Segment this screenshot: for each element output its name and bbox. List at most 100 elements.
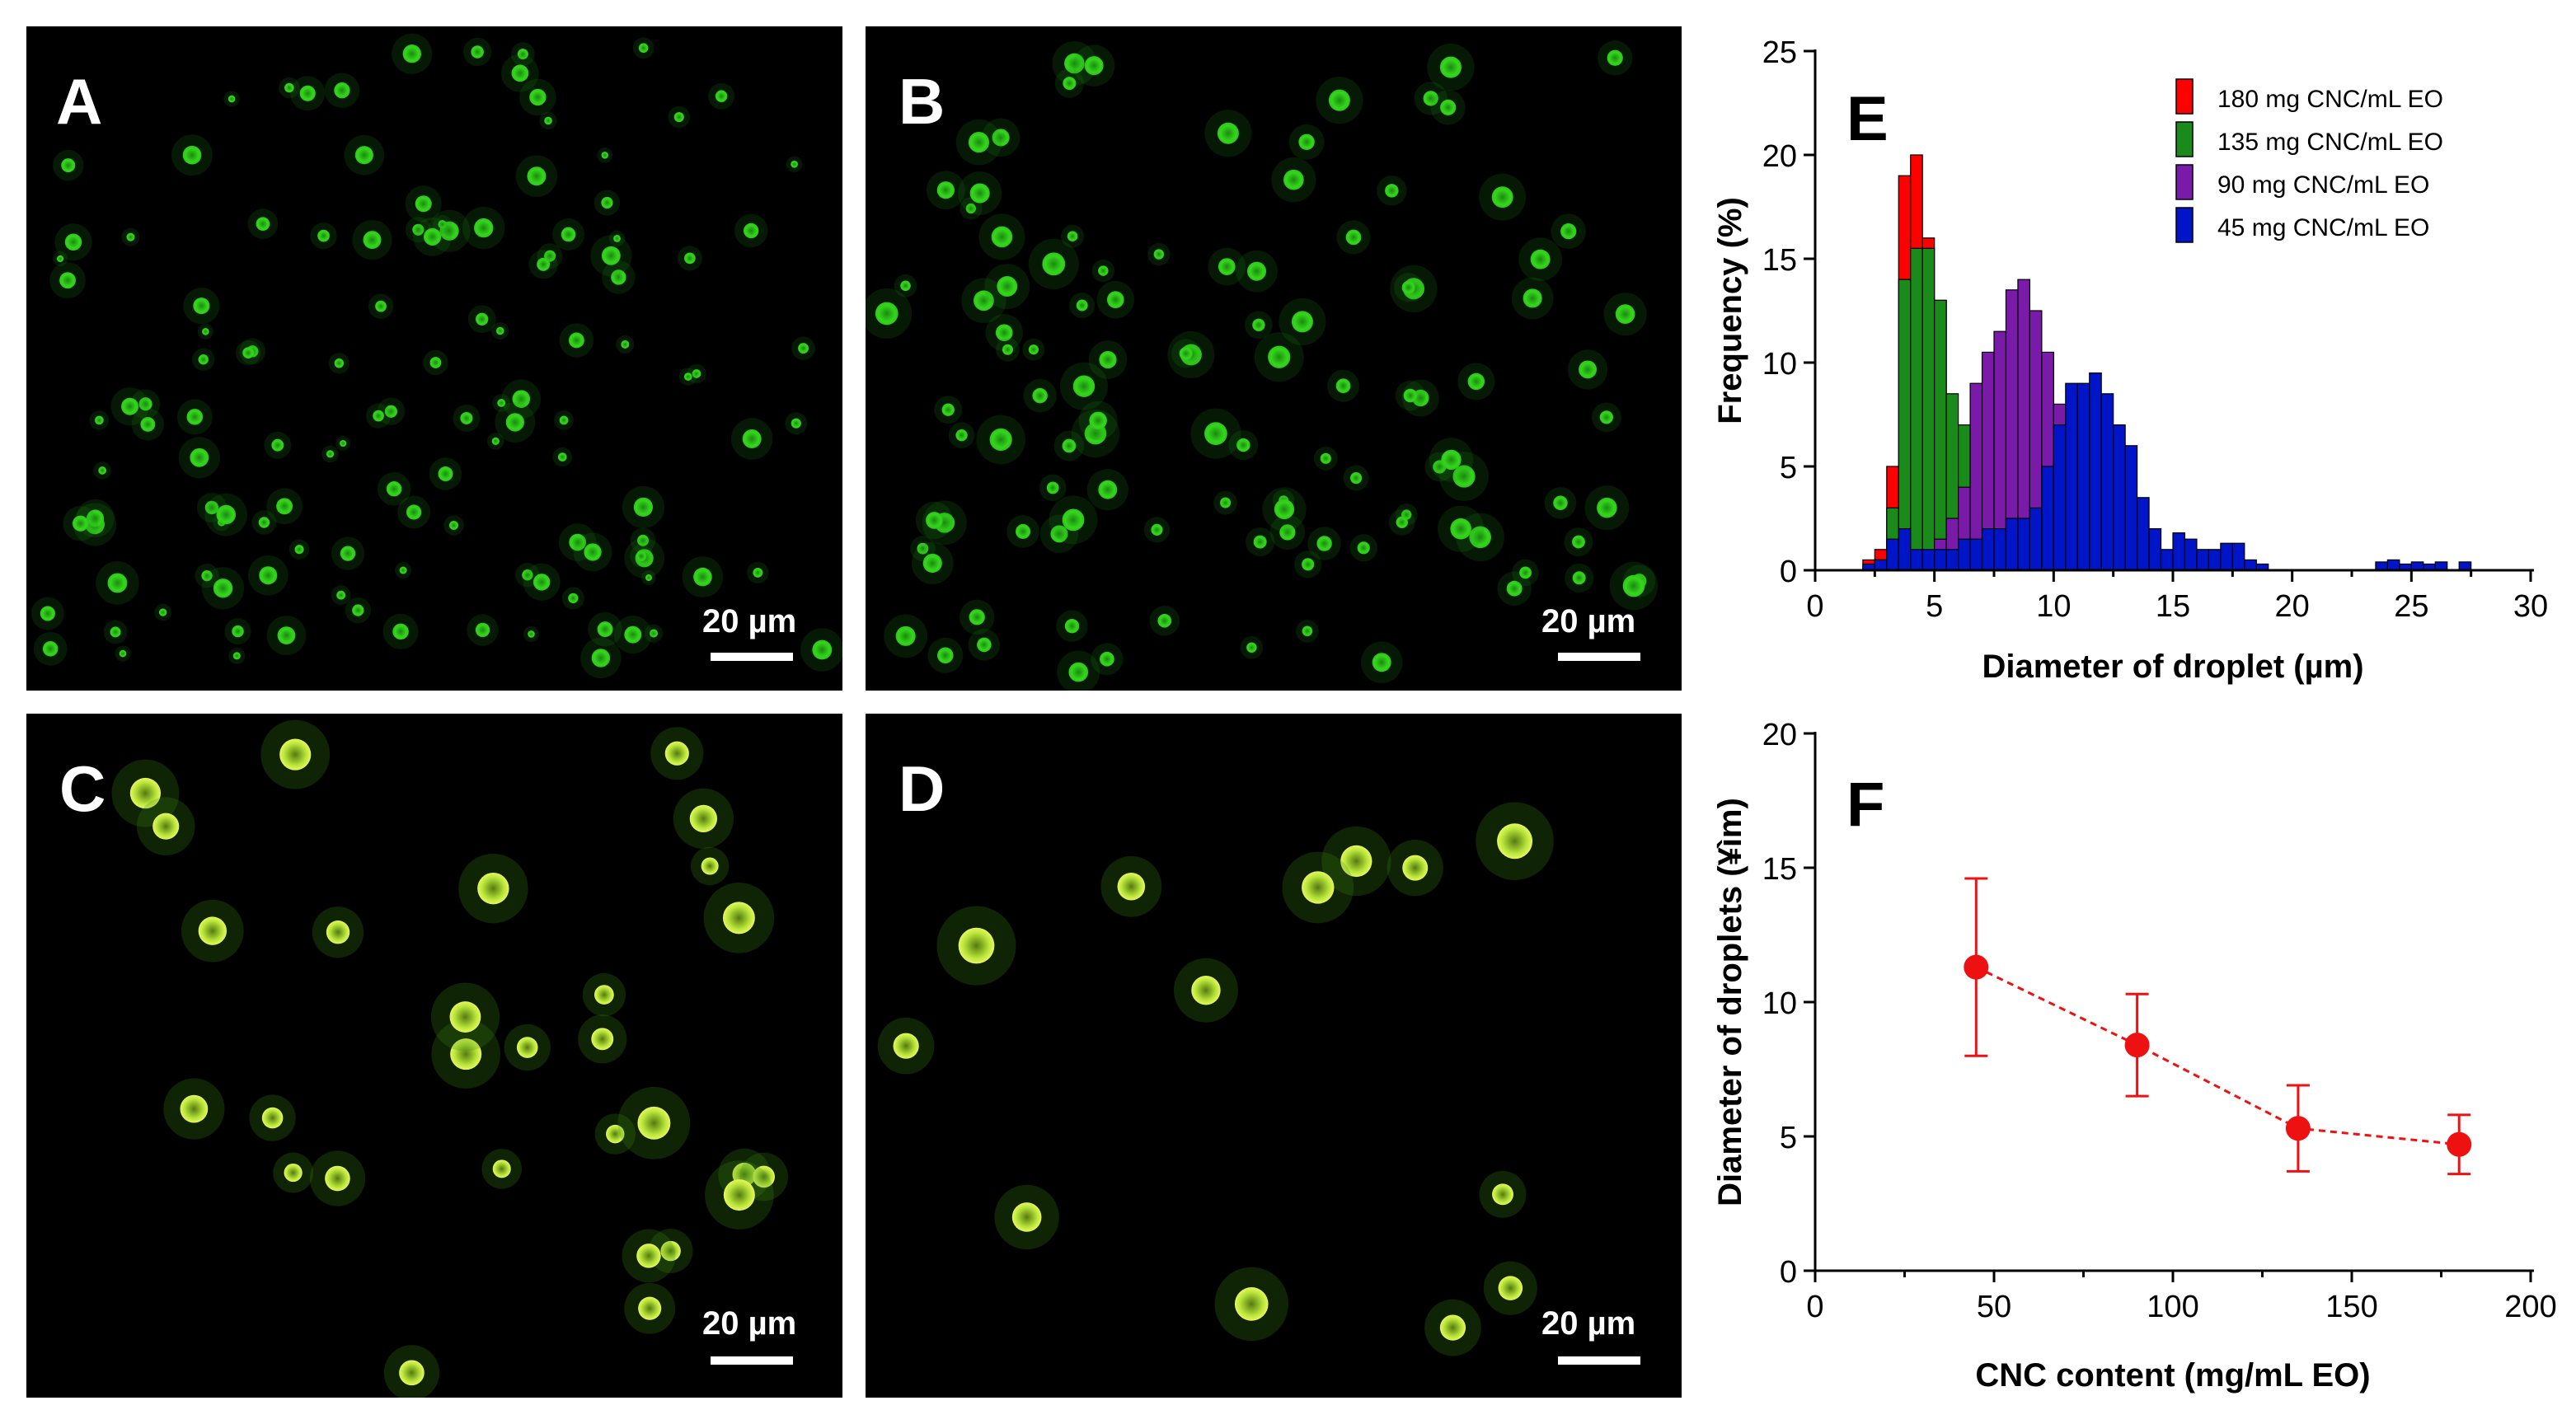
droplet: [995, 324, 1013, 342]
droplet: [753, 1165, 776, 1188]
droplet: [276, 498, 293, 515]
droplet: [591, 1028, 614, 1051]
droplet: [958, 927, 995, 964]
droplet: [744, 222, 759, 239]
y-tick-label: 15: [1762, 243, 1797, 278]
droplet: [406, 504, 422, 520]
droplet: [673, 112, 684, 123]
droplet: [601, 196, 613, 209]
y-tick-label: 5: [1780, 451, 1797, 485]
droplet: [1067, 231, 1078, 242]
droplet: [140, 416, 156, 432]
droplet: [1506, 580, 1523, 597]
droplet: [875, 302, 899, 326]
droplet: [1560, 223, 1577, 240]
histogram-bar: [1921, 247, 1936, 571]
droplet: [284, 1163, 303, 1183]
droplet: [242, 347, 255, 359]
droplet: [1450, 518, 1471, 540]
droplet: [1291, 311, 1313, 333]
droplet: [475, 312, 489, 326]
scale-bar-label-a: 20 µm: [702, 603, 797, 639]
droplet-field-b: [866, 40, 1659, 691]
histogram-bar: [1958, 538, 1971, 571]
droplet: [638, 43, 649, 54]
droplet: [384, 405, 398, 418]
droplet: [1401, 280, 1415, 294]
legend-swatch: [2175, 78, 2194, 115]
droplet: [204, 500, 219, 515]
histogram-bar: [2386, 559, 2400, 571]
droplet: [753, 567, 763, 578]
droplet: [1553, 495, 1568, 511]
x-tick-label: 200: [2504, 1290, 2556, 1324]
droplet: [259, 566, 278, 585]
droplet: [1403, 388, 1418, 403]
droplet: [621, 340, 630, 349]
droplet: [1372, 653, 1391, 672]
droplet: [193, 297, 210, 315]
histogram-bar: [2053, 424, 2067, 571]
droplet: [1247, 261, 1267, 281]
droplet: [256, 217, 270, 232]
droplet: [594, 985, 614, 1005]
droplet: [258, 517, 270, 528]
droplet: [334, 358, 345, 368]
droplet: [636, 550, 647, 562]
droplet: [997, 276, 1018, 297]
droplet: [182, 145, 202, 165]
droplet: [723, 1179, 755, 1211]
droplet: [893, 1033, 919, 1059]
droplet: [72, 515, 89, 532]
droplet: [336, 590, 346, 600]
histogram-bar: [2410, 561, 2424, 571]
histogram-bar: [1934, 299, 1947, 571]
droplet: [110, 626, 121, 638]
x-tick-label: 0: [1806, 589, 1823, 624]
droplet: [584, 543, 602, 561]
droplet: [326, 450, 335, 458]
droplet: [1350, 471, 1363, 485]
histogram-bar: [2124, 445, 2138, 571]
x-axis-label: Diameter of droplet (µm): [1982, 649, 2363, 685]
droplet: [1491, 186, 1513, 208]
droplet: [969, 183, 990, 204]
histogram-bar: [2196, 549, 2210, 571]
droplet: [213, 578, 233, 598]
y-tick-label: 20: [1762, 718, 1797, 752]
droplet: [152, 813, 180, 840]
droplet: [1467, 372, 1485, 391]
droplet: [624, 625, 642, 644]
droplet: [1402, 855, 1429, 881]
droplet: [1440, 99, 1457, 115]
y-tick-label: 10: [1762, 347, 1797, 382]
droplet: [606, 1124, 625, 1144]
droplet: [689, 804, 718, 833]
micrograph-a: A 20 µm: [26, 26, 842, 691]
droplet: [1099, 350, 1117, 369]
droplet: [557, 452, 567, 461]
droplet: [1236, 438, 1250, 452]
droplet: [742, 429, 762, 448]
histogram-bar: [2208, 549, 2222, 571]
droplet: [392, 623, 409, 640]
droplet: [1579, 360, 1598, 379]
droplet: [1599, 410, 1614, 424]
droplet: [516, 1037, 538, 1058]
histogram-bar: [2029, 507, 2043, 571]
legend-swatch: [2175, 164, 2194, 200]
droplet: [791, 418, 801, 429]
droplet: [1572, 571, 1586, 585]
droplet: [399, 1360, 425, 1386]
droplet: [1441, 449, 1462, 471]
droplet: [1607, 49, 1623, 66]
droplet: [1298, 134, 1315, 151]
droplet: [198, 916, 228, 945]
droplet: [683, 252, 696, 265]
droplet: [1498, 1276, 1523, 1300]
droplet: [1072, 375, 1096, 397]
histogram-bar: [2041, 466, 2054, 571]
droplet: [86, 509, 105, 527]
droplet: [497, 399, 506, 407]
droplet: [528, 630, 535, 638]
